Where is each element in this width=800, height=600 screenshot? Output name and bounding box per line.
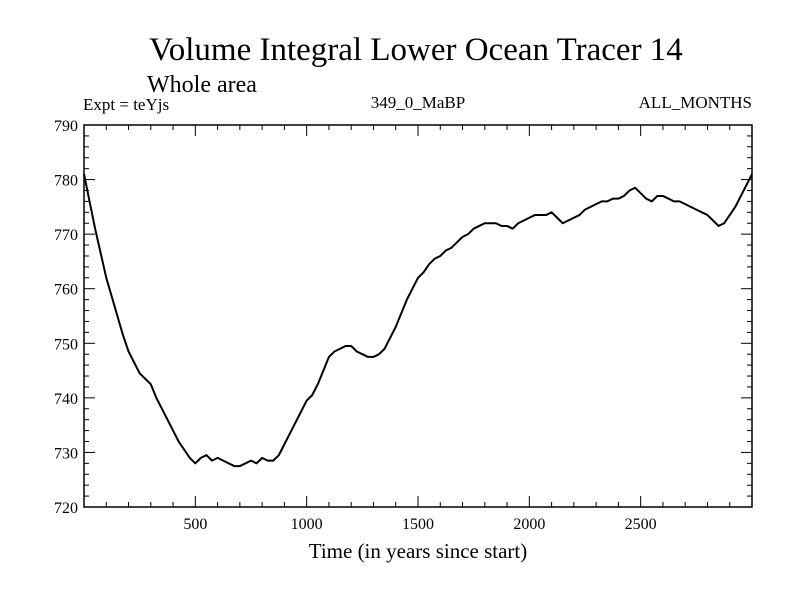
y-tick-label: 790 — [54, 118, 78, 135]
plot-frame — [83, 124, 753, 508]
y-tick-label: 780 — [54, 173, 78, 190]
y-tick-label: 740 — [54, 391, 78, 408]
x-tick-label: 2500 — [625, 516, 657, 533]
x-axis-label: Time (in years since start) — [309, 539, 528, 563]
months-label: ALL_MONTHS — [639, 93, 752, 112]
y-tick-label: 770 — [54, 227, 78, 244]
y-tick-label: 760 — [54, 282, 78, 299]
axis-tick-labels: 500 1000 1500 2000 2500 720 730 740 750 760 770 780… — [54, 118, 657, 533]
x-tick-label: 2000 — [513, 516, 545, 533]
x-tick-label: 500 — [183, 516, 207, 533]
x-tick-label: 1000 — [291, 516, 323, 533]
y-tick-label: 720 — [54, 500, 78, 517]
chart-title: Volume Integral Lower Ocean Tracer 14 — [149, 32, 683, 68]
y-tick-label: 750 — [54, 336, 78, 353]
chart-subtitle: Whole area — [147, 72, 257, 98]
x-tick-label: 1500 — [402, 516, 434, 533]
experiment-label: Expt = teYjs — [83, 95, 169, 114]
series-line — [83, 173, 753, 468]
period-label: 349_0_MaBP — [371, 93, 465, 112]
y-tick-label: 730 — [54, 445, 78, 462]
